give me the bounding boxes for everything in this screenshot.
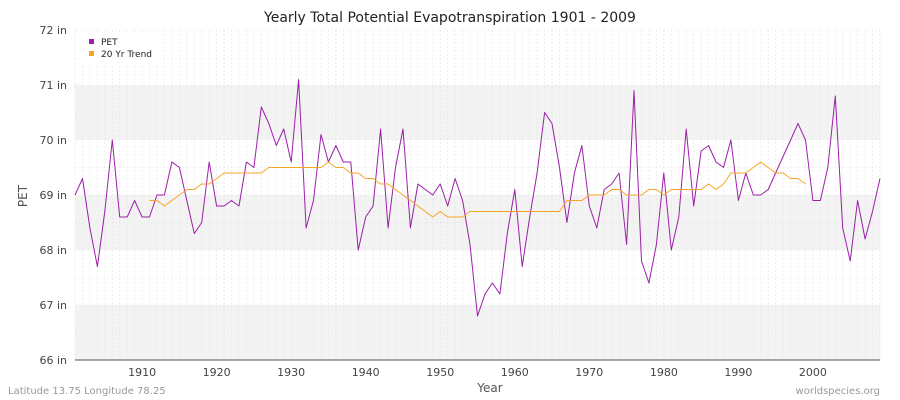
legend-swatch-trend [89, 51, 94, 56]
footer-source: worldspecies.org [796, 386, 880, 397]
x-axis-ticks: 1910 1920 1930 1940 1950 1960 1970 1980 1990 2000 [128, 366, 827, 379]
y-tick-label: 70 in [39, 134, 67, 147]
x-tick-label: 1990 [724, 366, 752, 379]
trend-series-line [149, 161, 806, 218]
series-layer [74, 79, 881, 317]
grid-lines [74, 29, 881, 361]
legend-swatch-pet [89, 39, 94, 44]
y-tick-label: 72 in [39, 24, 67, 37]
footer-coordinates: Latitude 13.75 Longitude 78.25 [8, 386, 166, 397]
x-tick-label: 1950 [426, 366, 454, 379]
legend-label-pet: PET [101, 38, 118, 48]
y-axis-ticks: 66 in 67 in 68 in 69 in 70 in 71 in 72 in [39, 24, 67, 367]
x-tick-label: 1910 [128, 366, 156, 379]
y-tick-label: 67 in [39, 299, 67, 312]
y-tick-label: 66 in [39, 354, 67, 367]
x-tick-label: 1920 [203, 366, 231, 379]
y-tick-label: 68 in [39, 244, 67, 257]
y-tick-label: 69 in [39, 189, 67, 202]
x-tick-label: 1970 [575, 366, 603, 379]
x-tick-label: 1930 [277, 366, 305, 379]
y-axis-label: PET [16, 184, 30, 207]
legend: PET 20 Yr Trend [81, 34, 161, 64]
x-tick-label: 1940 [352, 366, 380, 379]
x-tick-label: 2000 [799, 366, 827, 379]
chart-title: Yearly Total Potential Evapotranspiratio… [263, 10, 636, 26]
legend-label-trend: 20 Yr Trend [101, 50, 152, 60]
x-axis-label: Year [476, 381, 502, 395]
legend-box [81, 34, 161, 64]
x-tick-label: 1960 [501, 366, 529, 379]
x-tick-label: 1980 [650, 366, 678, 379]
y-tick-label: 71 in [39, 79, 67, 92]
